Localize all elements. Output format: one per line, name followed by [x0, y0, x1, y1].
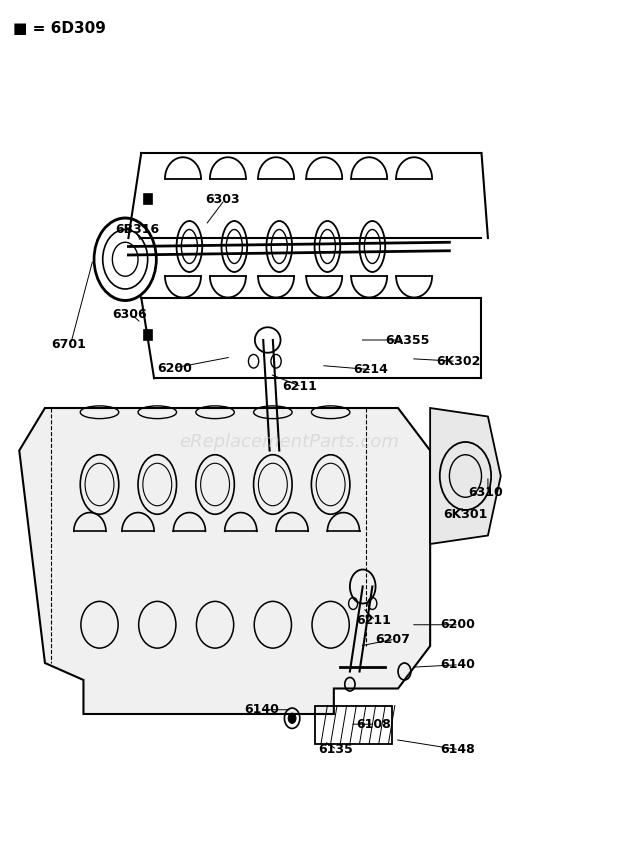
- Text: 6200: 6200: [158, 361, 193, 375]
- Text: 6207: 6207: [376, 632, 410, 646]
- Text: 6140: 6140: [440, 658, 474, 672]
- Text: 6701: 6701: [51, 337, 86, 351]
- Text: 6B316: 6B316: [116, 223, 160, 236]
- Text: ■ = 6D309: ■ = 6D309: [13, 21, 106, 37]
- Text: 6211: 6211: [356, 614, 391, 627]
- Text: 6K301: 6K301: [443, 507, 487, 521]
- Bar: [144, 330, 152, 340]
- Text: 6108: 6108: [356, 717, 391, 731]
- Text: 6135: 6135: [318, 743, 352, 756]
- Text: 6148: 6148: [440, 743, 474, 756]
- Text: 6306: 6306: [112, 308, 147, 321]
- Text: eReplacementParts.com: eReplacementParts.com: [179, 433, 399, 451]
- Text: 6211: 6211: [282, 380, 317, 394]
- Text: 6140: 6140: [245, 703, 279, 717]
- Bar: [315, 706, 392, 744]
- Polygon shape: [19, 408, 430, 714]
- Circle shape: [288, 713, 296, 723]
- Text: 6K302: 6K302: [437, 354, 481, 368]
- Polygon shape: [430, 408, 501, 544]
- Text: 6310: 6310: [469, 486, 503, 500]
- Text: 6303: 6303: [205, 193, 240, 207]
- Text: 6A355: 6A355: [385, 333, 429, 347]
- Bar: [144, 194, 152, 204]
- Text: 6200: 6200: [440, 618, 474, 632]
- Text: 6214: 6214: [353, 363, 388, 377]
